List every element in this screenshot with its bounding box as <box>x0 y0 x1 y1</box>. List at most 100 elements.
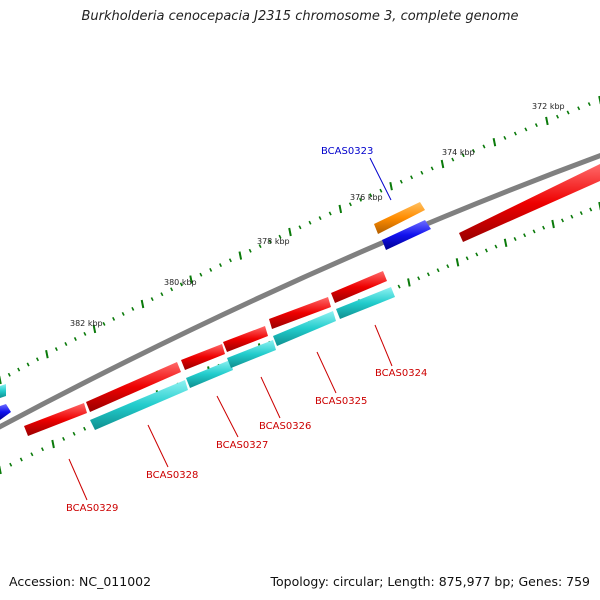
cds-forward-arrow[interactable] <box>269 297 331 329</box>
inner-scale-tick <box>72 431 76 436</box>
outer-scale-tick <box>199 272 203 277</box>
inner-scale-tick <box>455 258 460 267</box>
outer-scale-tick <box>92 324 97 334</box>
gene-label-bcas0327[interactable]: BCAS0327 <box>216 440 268 451</box>
outer-scale-tick <box>410 175 414 180</box>
outer-scale-tick <box>430 166 434 171</box>
scale-label-382: 382 kbp <box>70 319 103 328</box>
genome-summary-text: Topology: circular; Length: 875,977 bp; … <box>270 574 591 589</box>
inner-scale-tick <box>598 201 600 211</box>
outer-scale-tick <box>131 306 135 311</box>
cds-forward-arrow[interactable] <box>181 344 225 370</box>
outer-scale-tick <box>534 123 538 128</box>
inner-scale-tick <box>589 207 593 212</box>
cds-forward-arrow[interactable] <box>223 326 268 352</box>
leader-bcas0323 <box>369 157 392 201</box>
cds-reverse-arrow[interactable] <box>90 380 188 430</box>
inner-scale-tick <box>532 229 536 234</box>
outer-scale-tick <box>389 182 393 191</box>
outer-scale-tick <box>0 375 2 385</box>
inner-scale-tick <box>513 237 517 241</box>
outer-scale-tick <box>150 297 154 302</box>
inner-scale-tick <box>30 452 34 457</box>
outer-scale-tick <box>420 170 424 175</box>
cds-forward-arrow[interactable] <box>24 403 87 436</box>
inner-scale-tick <box>560 218 565 223</box>
inner-scale-tick <box>446 264 450 269</box>
leader-bcas0324 <box>374 324 393 367</box>
outer-scale-tick <box>513 131 517 136</box>
scale-labels: 372 kbp 374 kbp 376 kbp 378 kbp 380 kbp … <box>70 102 565 328</box>
gene-label-bcas0324[interactable]: BCAS0324 <box>375 368 427 379</box>
outer-scale-tick <box>318 216 322 221</box>
outer-scale-tick <box>545 116 549 126</box>
outer-scale-tick <box>440 159 445 169</box>
inner-scale-tick <box>494 244 498 249</box>
cds-forward-arrow[interactable] <box>86 362 181 412</box>
inner-scale-tick <box>436 268 440 273</box>
cds-forward-arrow[interactable] <box>459 164 600 242</box>
cds-blue-arrow[interactable] <box>0 404 11 420</box>
inner-scale-tick <box>62 436 66 441</box>
scale-label-374: 374 kbp <box>442 148 475 157</box>
outer-scale-tick <box>73 337 77 341</box>
outer-scale-tick <box>160 292 164 297</box>
outer-scale-tick <box>26 362 30 367</box>
outer-scale-tick <box>278 234 282 239</box>
gene-label-bcas0328[interactable]: BCAS0328 <box>146 470 198 481</box>
cds-reverse-arrow[interactable] <box>273 311 336 346</box>
outer-scale-tick <box>451 157 455 162</box>
outer-scale-tick <box>170 287 174 292</box>
outer-scale-tick <box>35 357 40 362</box>
label-leaders <box>68 157 393 501</box>
outer-scale-tick <box>482 144 486 149</box>
gene-label-bcas0329[interactable]: BCAS0329 <box>66 503 118 514</box>
inner-scale-tick <box>523 233 527 238</box>
outer-scale-ticks <box>0 95 600 385</box>
outer-scale-tick <box>7 372 11 377</box>
cds-forward-arrow[interactable] <box>331 271 387 303</box>
outer-scale-tick <box>179 282 183 287</box>
cds-reverse-arrow[interactable] <box>186 360 233 388</box>
outer-scale-tick <box>258 244 262 249</box>
inner-scale-tick <box>0 465 2 475</box>
inner-scale-tick <box>83 426 87 431</box>
outer-scale-tick <box>461 153 465 158</box>
outer-scale-tick <box>338 204 343 214</box>
scale-label-378: 378 kbp <box>257 237 290 246</box>
outer-scale-tick <box>472 148 476 153</box>
map-title: Burkholderia cenocepacia J2315 chromosom… <box>81 9 519 24</box>
outer-scale-tick <box>64 342 68 346</box>
inner-scale-tick <box>579 211 583 216</box>
cds-reverse-arrow[interactable] <box>336 287 395 319</box>
gene-label-bcas0323[interactable]: BCAS0323 <box>321 146 373 157</box>
inner-scale-tick <box>475 252 479 257</box>
genome-backbone <box>0 153 600 430</box>
inner-scale-tick <box>417 276 421 281</box>
outer-scale-tick <box>248 248 252 253</box>
inner-scale-tick <box>426 272 430 277</box>
cds-orange-arrow[interactable] <box>374 202 425 234</box>
outer-scale-tick <box>45 350 49 359</box>
scale-label-380: 380 kbp <box>164 278 197 287</box>
cds-reverse-arrow[interactable] <box>0 384 6 398</box>
gene-label-bcas0326[interactable]: BCAS0326 <box>259 421 311 432</box>
inner-scale-ticks <box>0 201 600 475</box>
cds-reverse-arrow[interactable] <box>227 340 276 368</box>
gene-label-bcas0325[interactable]: BCAS0325 <box>315 396 367 407</box>
cds-blue-arrow[interactable] <box>382 220 431 250</box>
outer-scale-tick <box>189 275 193 284</box>
inner-scale-tick <box>40 447 45 452</box>
cds-features <box>0 164 600 436</box>
inner-scale-tick <box>503 238 508 247</box>
outer-scale-tick <box>17 367 21 372</box>
outer-scale-tick <box>328 211 332 216</box>
outer-scale-tick <box>524 127 528 132</box>
leader-bcas0325 <box>316 351 337 394</box>
outer-scale-tick <box>54 347 58 352</box>
inner-scale-tick <box>484 248 488 253</box>
outer-scale-tick <box>268 239 272 244</box>
inner-scale-tick <box>51 439 55 449</box>
outer-scale-tick <box>492 138 497 147</box>
